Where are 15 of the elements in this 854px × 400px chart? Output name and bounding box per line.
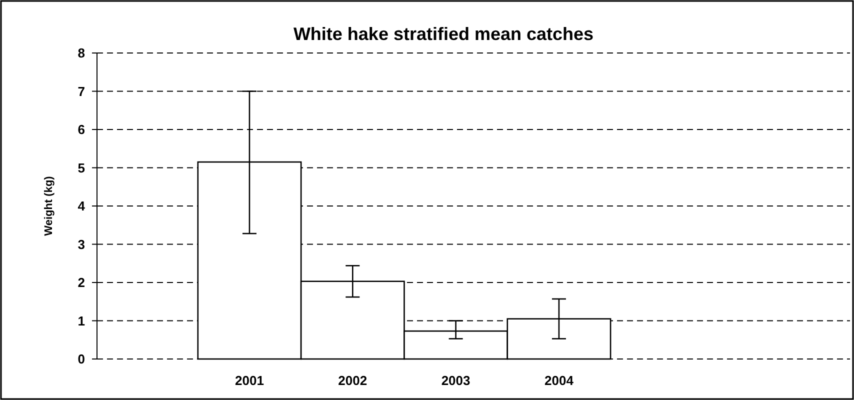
y-tick-label: 4 <box>78 198 86 214</box>
y-tick-label: 8 <box>78 46 85 61</box>
y-tick-label: 3 <box>78 236 85 252</box>
y-tick-label: 2 <box>78 275 85 290</box>
x-tick-label: 2002 <box>338 373 368 388</box>
x-tick-label: 2003 <box>441 373 470 388</box>
y-tick-label: 7 <box>78 84 85 99</box>
chart-title: White hake stratified mean catches <box>293 24 594 44</box>
y-axis-title: Weight (kg) <box>43 176 55 236</box>
x-tick-label: 2004 <box>544 373 574 388</box>
y-tick-label: 1 <box>78 313 85 328</box>
y-tick-label: 6 <box>78 122 85 138</box>
x-tick-label: 2001 <box>235 373 264 388</box>
y-tick-label: 0 <box>78 352 85 367</box>
y-tick-label: 5 <box>78 160 85 176</box>
